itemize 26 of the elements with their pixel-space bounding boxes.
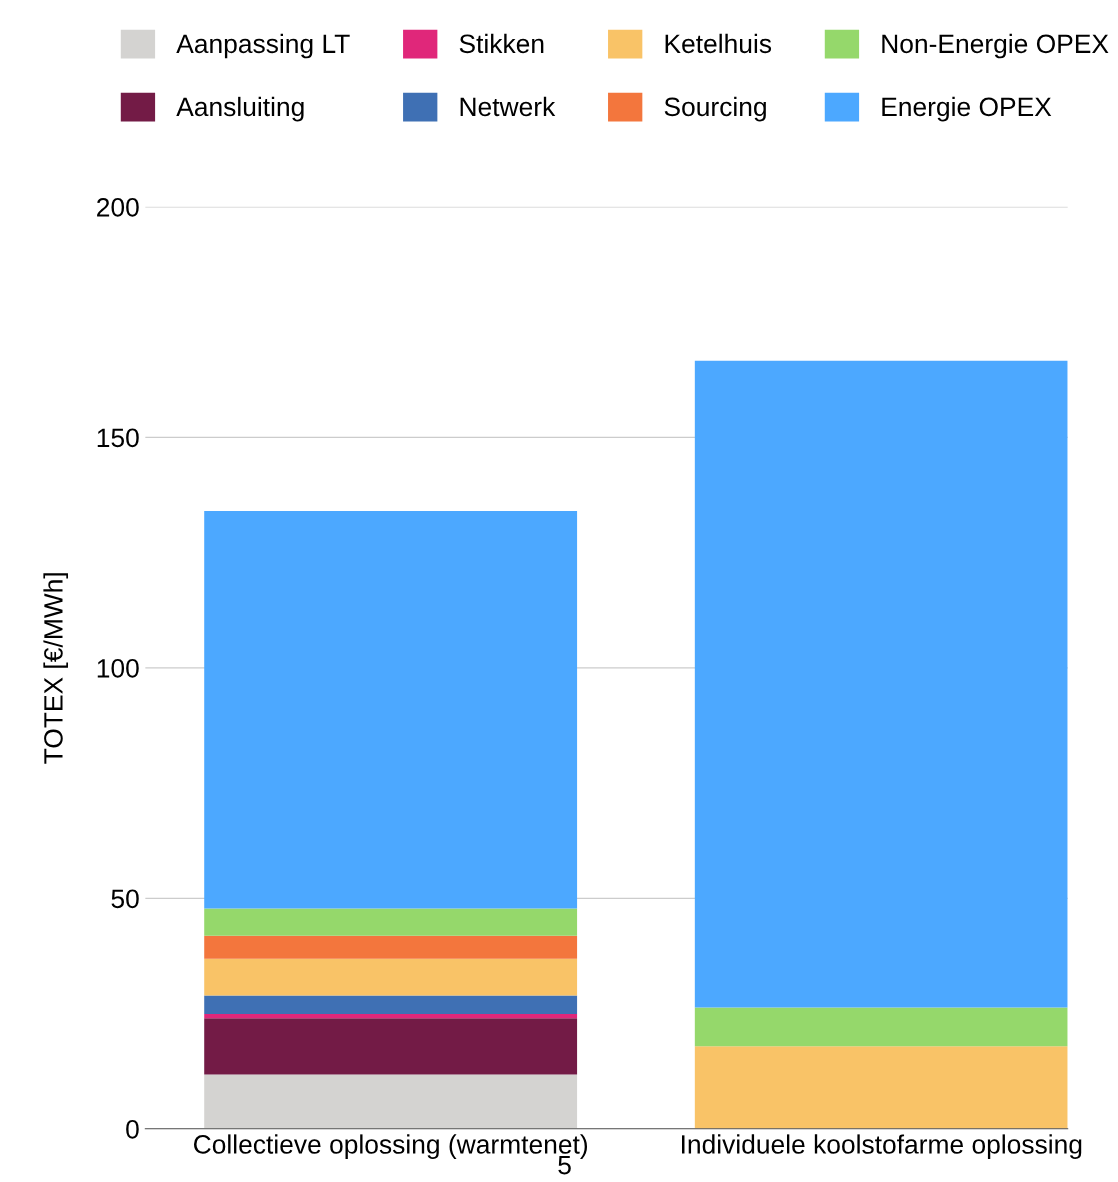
bar: [694, 1046, 1068, 1129]
legend-label: Non-Energie OPEX: [882, 33, 1109, 59]
legend-label: Aansluiting: [176, 96, 304, 122]
legend-label: Stikken: [459, 33, 544, 54]
y-tick-label: 50: [111, 889, 139, 909]
bar: [204, 1074, 578, 1129]
y-tick-label: 100: [97, 658, 139, 678]
bar: [694, 1007, 1068, 1047]
bar: [204, 995, 578, 1015]
legend-label: Ketelhuis: [665, 33, 772, 54]
bar: [204, 1018, 578, 1075]
y-tick-label: 0: [126, 1119, 139, 1139]
legend-label: Sourcing: [664, 96, 766, 122]
x-tick-label: Individuele koolstofarme oplossing: [682, 1134, 1082, 1159]
legend-label: Aanpassing LT: [176, 33, 350, 59]
bar: [694, 360, 1068, 1008]
y-tick-label: 200: [97, 197, 139, 217]
bar: [204, 908, 578, 936]
legend-label: Energie OPEX: [882, 96, 1052, 122]
y-tick-label: 150: [97, 428, 139, 448]
y-axis-title: TOTEX [€/MWh]: [43, 573, 68, 764]
bar: [204, 935, 578, 959]
bar: [204, 958, 578, 996]
bar: [204, 1014, 578, 1019]
legend-label: Netwerk: [460, 96, 556, 117]
bar: [204, 511, 578, 909]
